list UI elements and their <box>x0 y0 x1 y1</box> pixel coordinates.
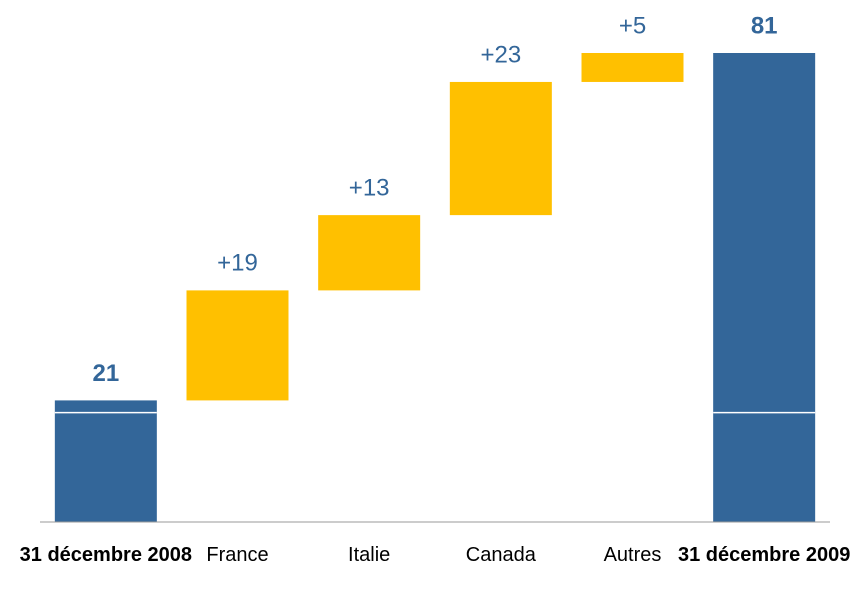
bar <box>713 53 816 522</box>
value-label: +13 <box>349 174 390 201</box>
value-label: 21 <box>92 360 119 387</box>
value-label: 81 <box>751 12 778 39</box>
bar <box>54 400 157 522</box>
x-tick-label: Canada <box>465 544 536 566</box>
bar <box>186 290 289 401</box>
bar <box>581 53 684 82</box>
value-label: +19 <box>217 250 258 277</box>
value-label: +23 <box>480 41 521 68</box>
bar <box>449 81 552 216</box>
bar <box>318 215 421 291</box>
x-tick-label: France <box>206 544 269 566</box>
value-label: +5 <box>619 12 646 39</box>
x-tick-label: 31 décembre 2008 <box>19 544 192 566</box>
x-tick-label: 31 décembre 2009 <box>677 544 851 566</box>
x-tick-label: Italie <box>348 544 391 566</box>
x-tick-label: Autres <box>603 544 662 566</box>
